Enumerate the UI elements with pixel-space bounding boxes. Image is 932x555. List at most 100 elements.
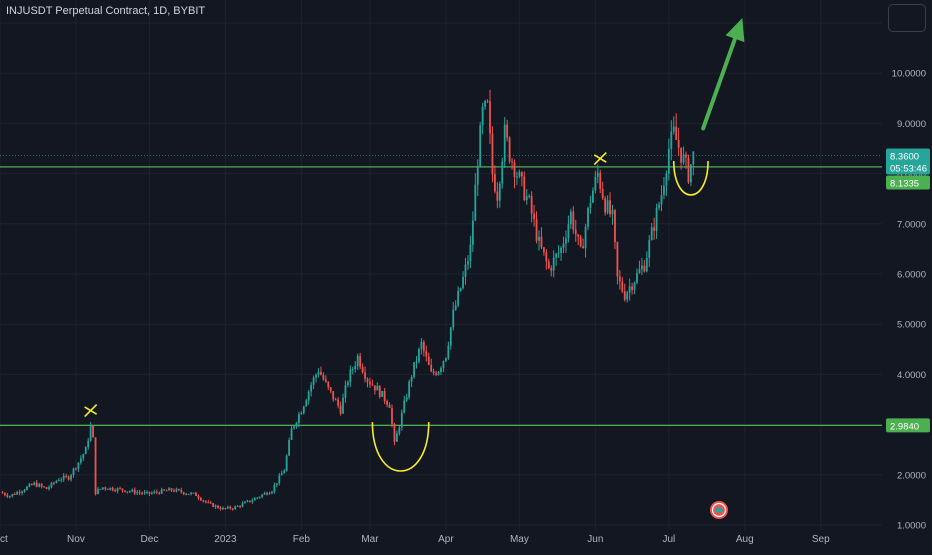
candle [209,500,212,505]
candle [351,366,354,375]
candle [266,491,268,496]
candle [256,497,259,500]
candle [655,203,658,239]
candle [251,498,254,504]
candle [244,500,246,504]
candle [8,495,11,499]
candle [62,473,65,483]
candle [457,286,460,308]
candle [471,211,474,252]
candle [582,238,584,249]
candle [491,126,494,183]
candle [285,454,288,472]
candle [631,282,633,295]
candle [298,411,300,428]
candle [442,360,445,373]
candle [239,505,241,509]
candle [574,219,577,242]
level-price-tag: 8.1335 [886,175,930,190]
candle [682,146,685,165]
y-tick-label: 9.0000 [897,119,926,130]
cup-annotation[interactable] [371,422,430,472]
candle [217,504,219,509]
candle [530,191,533,223]
candle [479,121,482,168]
candle [253,496,256,501]
candle [405,393,408,403]
drawing-annotations [84,18,745,472]
candle [440,366,442,375]
candle [119,486,121,490]
candle [569,208,572,229]
x-tick-label: Nov [67,534,85,545]
candle [219,506,222,511]
candle [663,176,665,200]
cup-annotation[interactable] [672,161,709,196]
level-price-tag-text: 8.1335 [890,179,919,190]
candle [1,490,4,494]
candle [324,375,327,383]
candle [173,488,175,493]
candle [393,422,396,446]
candle [116,487,119,494]
candle [494,165,496,194]
candle [102,487,104,490]
candle [55,479,58,484]
candle [111,486,114,492]
candle [523,171,526,202]
candle [636,268,638,285]
candle [371,379,374,386]
candle [398,425,401,436]
candle [38,482,41,488]
cross-annotation[interactable] [593,151,607,166]
candle [648,235,651,267]
candle [202,499,205,503]
horizontal-levels [0,155,882,426]
level-price-tag-text: 2.9840 [890,421,919,432]
candle [614,208,616,250]
candle [349,365,352,388]
candle [60,477,63,483]
candle [192,492,195,494]
price-axis-background [883,0,932,550]
candle [670,120,673,161]
candle [305,398,308,407]
candle [449,326,452,350]
candle [518,169,521,179]
candle [454,300,457,311]
candle [151,491,153,495]
candle [633,281,636,295]
candle [312,375,315,390]
candle [391,404,393,428]
candle [388,402,391,409]
y-tick-label: 7.0000 [897,219,926,230]
candle [609,192,611,218]
candle [92,425,94,438]
candle [587,206,589,231]
price-axis[interactable]: 1.00002.00003.00004.00005.00006.00007.00… [883,0,932,550]
candle [606,195,609,215]
x-tick-label: Jun [587,534,603,545]
candle [383,387,386,405]
exchange-logo-icon[interactable] [710,501,728,519]
candle [268,491,271,495]
candle [136,490,139,496]
candle [665,170,668,196]
candle [555,252,558,266]
candle [685,151,687,169]
candle [182,491,185,496]
candle [596,164,599,184]
candle [496,182,499,209]
chart-settings-button[interactable] [888,4,926,32]
candle [229,505,232,510]
candle [359,352,362,370]
cross-annotation[interactable] [84,403,98,418]
candle [467,255,469,270]
time-axis[interactable]: Oct Nov Dec 2023 Feb Mar Apr May Jun Jul Aug Sep [0,534,830,545]
candle [329,386,332,394]
candle [611,204,614,225]
candle [628,278,631,301]
trend-arrow-annotation[interactable] [701,18,745,131]
